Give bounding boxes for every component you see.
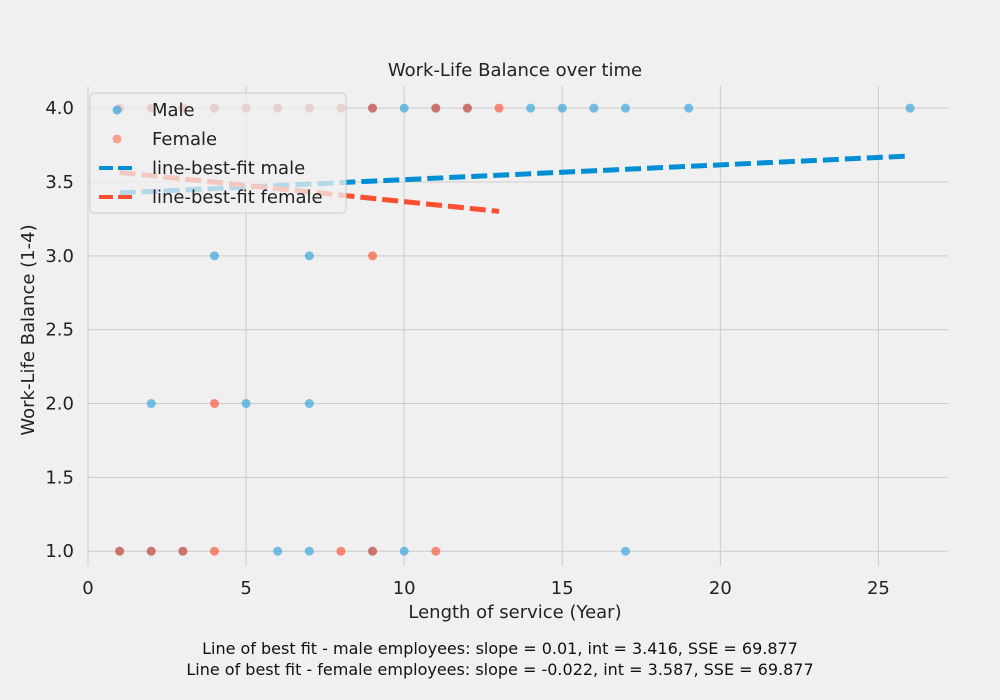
point-male xyxy=(684,103,694,113)
y-tick-labels: 1.0 1.5 2.0 2.5 3.0 3.5 4.0 xyxy=(45,98,74,562)
point-female xyxy=(178,546,188,556)
point-female xyxy=(368,251,378,261)
y-tick-label: 3.0 xyxy=(45,246,74,267)
point-male xyxy=(209,251,219,261)
point-male xyxy=(304,399,314,409)
point-male xyxy=(621,546,630,556)
point-female xyxy=(368,546,378,556)
point-male xyxy=(905,103,915,113)
legend-marker-male xyxy=(112,105,122,115)
point-female xyxy=(368,103,378,113)
x-axis-label: Length of service (Year) xyxy=(408,602,621,623)
y-axis-label: Work-Life Balance (1-4) xyxy=(18,224,39,435)
point-male xyxy=(146,399,156,409)
footer-male-fit: Line of best fit - male employees: slope… xyxy=(202,639,798,658)
point-female xyxy=(115,546,125,556)
point-male xyxy=(399,103,409,113)
x-tick-label: 5 xyxy=(240,578,251,599)
point-male xyxy=(304,546,314,556)
grid xyxy=(87,86,948,566)
legend-marker-female xyxy=(112,134,122,144)
y-tick-label: 3.5 xyxy=(45,172,74,193)
point-male xyxy=(557,103,567,113)
y-tick-label: 2.0 xyxy=(45,394,74,415)
chart-title: Work-Life Balance over time xyxy=(388,60,642,81)
legend-label-male: Male xyxy=(152,100,195,121)
x-tick-label: 25 xyxy=(867,578,890,599)
point-female xyxy=(336,546,346,556)
legend-label-line-male: line-best-fit male xyxy=(152,158,305,179)
point-female xyxy=(431,103,441,113)
point-female xyxy=(146,546,156,556)
y-tick-label: 1.0 xyxy=(45,541,74,562)
legend: Male Female line-best-fit male line-best… xyxy=(89,92,347,214)
legend-label-female: Female xyxy=(152,129,217,150)
x-tick-label: 20 xyxy=(709,578,732,599)
x-tick-label: 0 xyxy=(82,578,93,599)
point-male xyxy=(589,103,599,113)
y-tick-label: 1.5 xyxy=(45,467,74,488)
x-tick-label: 10 xyxy=(393,578,416,599)
point-female xyxy=(431,546,441,556)
y-tick-label: 2.5 xyxy=(45,320,74,341)
legend-label-line-female: line-best-fit female xyxy=(152,187,323,208)
point-male xyxy=(241,399,251,409)
point-female xyxy=(209,546,219,556)
y-tick-label: 4.0 xyxy=(45,98,74,119)
point-male xyxy=(399,546,409,556)
point-male xyxy=(273,546,283,556)
point-male xyxy=(526,103,536,113)
x-tick-labels: 0 5 10 15 20 25 xyxy=(82,578,890,599)
point-female xyxy=(494,103,504,113)
point-male xyxy=(621,103,630,113)
point-female xyxy=(462,103,472,113)
point-female xyxy=(209,399,219,409)
legend-box xyxy=(89,92,347,214)
x-tick-label: 15 xyxy=(551,578,574,599)
point-male xyxy=(304,251,314,261)
footer-female-fit: Line of best fit - female employees: slo… xyxy=(186,660,813,679)
